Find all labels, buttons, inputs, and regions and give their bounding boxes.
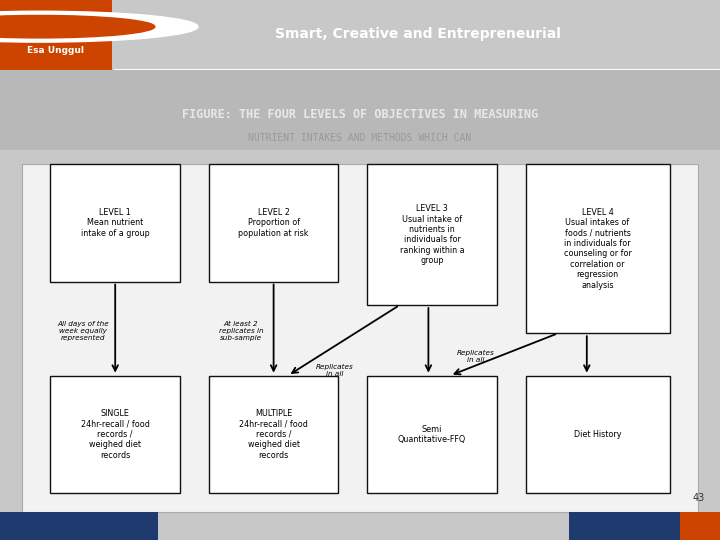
Text: LEVEL 2
Proportion of
population at risk: LEVEL 2 Proportion of population at risk [238,208,309,238]
FancyBboxPatch shape [367,376,497,493]
Text: Diet History: Diet History [574,430,621,439]
FancyBboxPatch shape [0,512,158,540]
Text: Esa Unggul: Esa Unggul [27,46,84,55]
Text: LEVEL 4
Usual intakes of
foods / nutrients
in individuals for
counseling or for
: LEVEL 4 Usual intakes of foods / nutrien… [564,208,631,289]
Text: All days of the
week equally
represented: All days of the week equally represented [57,321,109,341]
FancyBboxPatch shape [0,0,112,70]
Text: LEVEL 1
Mean nutrient
intake of a group: LEVEL 1 Mean nutrient intake of a group [81,208,150,238]
Text: Replicates
in all: Replicates in all [316,364,354,377]
FancyBboxPatch shape [209,164,338,281]
Text: SINGLE
24hr-recall / food
records /
weighed diet
records: SINGLE 24hr-recall / food records / weig… [81,409,150,460]
Text: FIGURE: THE FOUR LEVELS OF OBJECTIVES IN MEASURING: FIGURE: THE FOUR LEVELS OF OBJECTIVES IN… [182,109,538,122]
FancyBboxPatch shape [50,376,180,493]
Text: At least 2
replicates in
sub-sample: At least 2 replicates in sub-sample [219,321,264,341]
Circle shape [0,16,155,38]
FancyBboxPatch shape [526,376,670,493]
FancyBboxPatch shape [569,512,680,540]
Text: LEVEL 3
Usual intake of
nutrients in
individuals for
ranking within a
group: LEVEL 3 Usual intake of nutrients in ind… [400,204,464,265]
FancyBboxPatch shape [50,164,180,281]
FancyBboxPatch shape [209,376,338,493]
FancyBboxPatch shape [680,512,720,540]
Text: 43: 43 [692,492,705,503]
FancyBboxPatch shape [526,164,670,333]
Text: NUTRIENT INTAKES AND METHODS WHICH CAN: NUTRIENT INTAKES AND METHODS WHICH CAN [248,133,472,143]
FancyBboxPatch shape [0,70,720,150]
FancyBboxPatch shape [367,164,497,305]
Text: MULTIPLE
24hr-recall / food
records /
weighed diet
records: MULTIPLE 24hr-recall / food records / we… [239,409,308,460]
Text: Replicates
in all: Replicates in all [456,350,494,363]
FancyBboxPatch shape [22,164,698,512]
Text: Smart, Creative and Entrepreneurial: Smart, Creative and Entrepreneurial [274,26,561,40]
Circle shape [0,11,198,42]
Text: Semi
Quantitative-FFQ: Semi Quantitative-FFQ [398,424,466,444]
